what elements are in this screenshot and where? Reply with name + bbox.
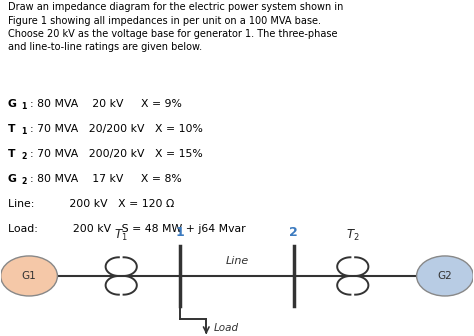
Text: T: T — [8, 124, 15, 134]
Text: Line: Line — [225, 256, 249, 266]
Text: G: G — [8, 174, 17, 184]
Text: $T_1$: $T_1$ — [114, 227, 128, 243]
Text: G: G — [8, 99, 17, 109]
Text: : 70 MVA   200/20 kV   X = 15%: : 70 MVA 200/20 kV X = 15% — [29, 149, 202, 159]
Text: 1: 1 — [21, 102, 27, 111]
Text: Line:          200 kV   X = 120 Ω: Line: 200 kV X = 120 Ω — [8, 199, 174, 209]
Text: $T_2$: $T_2$ — [346, 227, 360, 243]
Text: 2: 2 — [21, 177, 27, 186]
Text: G1: G1 — [22, 271, 36, 281]
Text: Load:          200 kV   S = 48 MW + j64 Mvar: Load: 200 kV S = 48 MW + j64 Mvar — [8, 224, 246, 234]
Text: Draw an impedance diagram for the electric power system shown in
Figure 1 showin: Draw an impedance diagram for the electr… — [8, 2, 343, 52]
Text: : 70 MVA   20/200 kV   X = 10%: : 70 MVA 20/200 kV X = 10% — [29, 124, 202, 134]
Text: : 80 MVA    17 kV     X = 8%: : 80 MVA 17 kV X = 8% — [29, 174, 181, 184]
Circle shape — [0, 256, 57, 296]
Text: 2: 2 — [289, 226, 298, 239]
Text: : 80 MVA    20 kV     X = 9%: : 80 MVA 20 kV X = 9% — [29, 99, 182, 109]
Text: Load: Load — [213, 323, 238, 333]
Circle shape — [417, 256, 474, 296]
Text: T: T — [8, 149, 15, 159]
Text: 1: 1 — [21, 127, 27, 136]
Text: G2: G2 — [438, 271, 452, 281]
Text: 1: 1 — [176, 226, 185, 239]
Text: 2: 2 — [21, 152, 27, 161]
